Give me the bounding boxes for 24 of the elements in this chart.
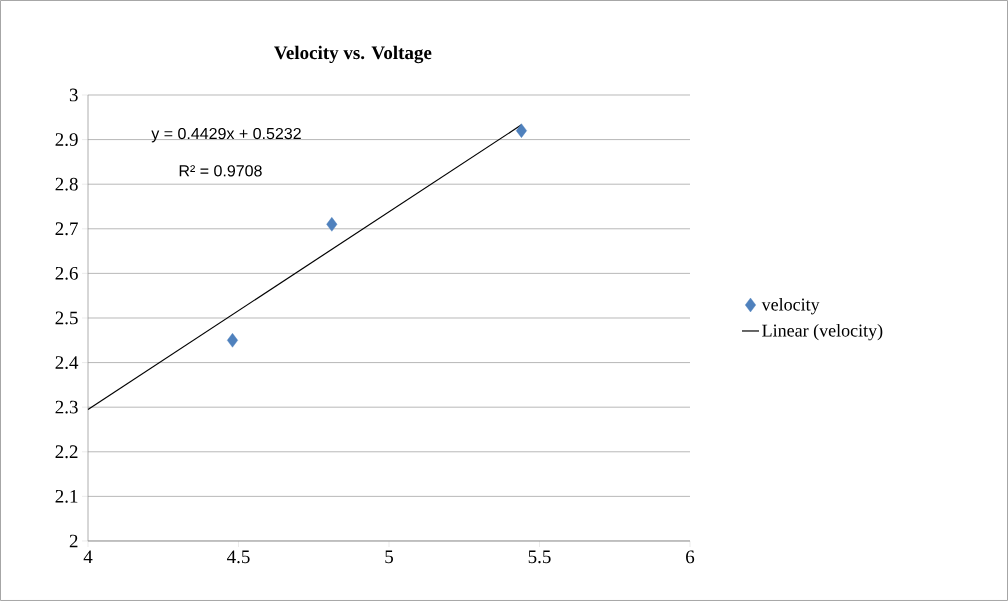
point <box>516 123 527 138</box>
legend-label: velocity <box>761 297 820 315</box>
y-tick-label: 2.4 <box>55 356 79 370</box>
y-tick-label: 2.9 <box>55 133 78 147</box>
y-tick-label: 2.2 <box>55 445 78 459</box>
x-tick-label: 4.5 <box>227 550 250 564</box>
y-tick-label: 2.1 <box>55 489 78 503</box>
y-tick-label: 2 <box>69 534 78 548</box>
x-tick-label: 5 <box>385 550 394 564</box>
legend-label: Linear (velocity) <box>762 323 883 341</box>
annotation: y = 0.4429x + 0.5232 <box>151 127 301 143</box>
x-tick-label: 4 <box>83 550 93 564</box>
point <box>326 217 338 232</box>
x-tick-label: 5.5 <box>528 550 551 564</box>
y-tick-label: 2.6 <box>55 266 78 280</box>
point <box>227 333 238 348</box>
y-tick-label: 2.8 <box>55 177 78 191</box>
y-tick-label: 3 <box>69 88 78 102</box>
chart-title: Velocity vs. Voltage <box>274 45 432 64</box>
y-tick-label: 2.3 <box>55 400 78 414</box>
annotation: R² = 0.9708 <box>179 165 262 177</box>
x-tick-label: 6 <box>686 550 695 564</box>
y-tick-label: 2.5 <box>55 311 78 325</box>
y-tick-label: 2.7 <box>55 222 78 236</box>
